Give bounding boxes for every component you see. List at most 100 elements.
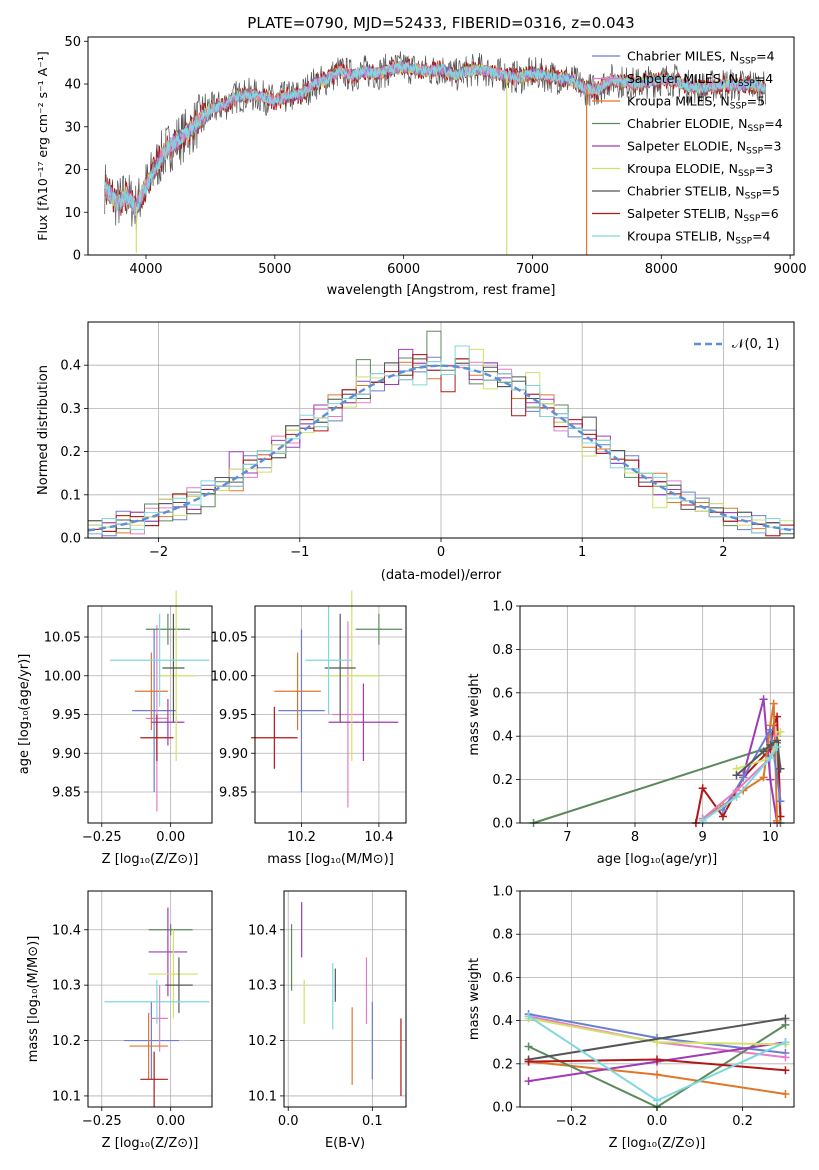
y-tick-label: 50 xyxy=(64,35,81,50)
y-tick-label: 10.3 xyxy=(248,979,277,994)
x-tick-label: 8 xyxy=(631,830,639,845)
legend-label: Kroupa STELIB, NSSP=4 xyxy=(627,229,771,247)
weight-marker-salpeter_stelib xyxy=(781,1066,790,1075)
y-tick-label: 0.4 xyxy=(492,1014,513,1029)
y-tick-label: 10.4 xyxy=(248,923,277,938)
x-tick-label: 2 xyxy=(719,545,727,560)
chart-title: PLATE=0790, MJD=52433, FIBERID=0316, z=0… xyxy=(247,14,634,32)
legend-label: Salpeter STELIB, NSSP=6 xyxy=(627,206,779,224)
y-tick-label: 10.00 xyxy=(44,669,81,684)
x-tick-label: 8000 xyxy=(645,262,678,277)
y-tick-label: 10.00 xyxy=(211,669,248,684)
y-tick-label: 0.8 xyxy=(492,643,513,658)
x-tick-label: 5000 xyxy=(258,262,291,277)
x-tick-label: 7000 xyxy=(516,262,549,277)
y-tick-label: 0 xyxy=(73,249,81,264)
y-tick-label: 10.4 xyxy=(52,923,81,938)
legend-label: Salpeter MILES, NSSP=4 xyxy=(627,71,773,89)
y-tick-label: 0.8 xyxy=(492,928,513,943)
legend-tail: =4 xyxy=(756,49,774,64)
legend-label: Chabrier MILES, NSSP=4 xyxy=(627,49,775,67)
legend-tail: =3 xyxy=(763,139,781,154)
y-tick-label: 9.90 xyxy=(219,747,248,762)
mass-weight-panel-7: −0.2 0.0 0.2 0.0 0.2 0.4 0.6 0.8 1.0 Z [log₁₀(Z/Z… xyxy=(467,885,795,1151)
spectrum-panel: PLATE=0790, MJD=52433, FIBERID=0316, z=0… xyxy=(35,14,807,298)
x-tick-label: 4000 xyxy=(129,262,162,277)
residual-panel: −2 −1 0 1 2 0.0 0.1 0.2 0.3 0.4 (data-model)/error… xyxy=(36,321,795,583)
weight-marker-kroupa_stelib xyxy=(781,1038,790,1047)
legend-text: Salpeter MILES, N xyxy=(627,71,738,86)
legend-text: Salpeter STELIB, N xyxy=(627,206,743,221)
errorbar-panel-5: −0.25 0.00 10.1 10.2 10.3 10.4 Z [log₁₀(Z/Z⊙)]… xyxy=(26,890,213,1151)
legend-text: Chabrier MILES, N xyxy=(627,49,739,64)
weight-marker-salpeter_miles xyxy=(781,1053,790,1062)
y-tick-label: 0.1 xyxy=(60,488,81,503)
weight-marker-salpeter_elodie xyxy=(524,1077,533,1086)
legend-text: Kroupa MILES, N xyxy=(627,94,730,109)
y-tick-label: 0.4 xyxy=(492,730,513,745)
x-tick-label: 7 xyxy=(563,830,571,845)
y-tick-label: 9.95 xyxy=(219,708,248,723)
legend-text: Salpeter ELODIE, N xyxy=(627,139,746,154)
weight-marker-kroupa_miles xyxy=(781,1090,790,1099)
weight-line-chabrier_stelib xyxy=(528,1017,786,1061)
y-tick-label: 10.1 xyxy=(52,1089,81,1104)
x-tick-label: 0.0 xyxy=(278,1114,299,1129)
x-axis-label: Z [log₁₀(Z/Z⊙)] xyxy=(102,1136,199,1151)
legend-text: Kroupa STELIB, N xyxy=(627,229,735,244)
legend-label: Chabrier STELIB, NSSP=5 xyxy=(627,184,780,202)
axes-5-frame xyxy=(87,890,213,1108)
x-tick-label: −0.25 xyxy=(82,1114,122,1129)
weight-marker-chabrier_stelib xyxy=(732,771,741,780)
x-axis-label: Z [log₁₀(Z/Z⊙)] xyxy=(609,1136,706,1151)
x-tick-label: −0.25 xyxy=(82,830,122,845)
y-tick-label: 10 xyxy=(64,206,81,221)
legend-sub: SSP xyxy=(746,147,763,157)
weight-marker-kroupa_stelib xyxy=(653,1096,661,1105)
x-tick-label: 9000 xyxy=(774,262,807,277)
x-tick-label: 6000 xyxy=(387,262,420,277)
y-tick-label: 0.4 xyxy=(60,359,81,374)
axes-6-frame xyxy=(283,890,407,1108)
legend-text: Chabrier ELODIE, N xyxy=(627,116,747,131)
legend-tail: =5 xyxy=(762,184,780,199)
weight-marker-kroupa_stelib xyxy=(766,753,775,762)
weight-marker-chabrier_stelib xyxy=(781,1014,790,1023)
weight-marker-kroupa_miles xyxy=(769,699,778,708)
x-tick-label: 0.0 xyxy=(647,1114,668,1129)
y-tick-label: 9.85 xyxy=(219,786,248,801)
legend-sub: SSP xyxy=(735,237,752,247)
mass-weight-panel-4: 7 8 9 10 0.0 0.2 0.4 0.6 0.8 1.0 age [log₁₀(age/yr… xyxy=(467,600,795,867)
y-tick-label: 10.2 xyxy=(248,1034,277,1049)
legend-tail: =4 xyxy=(752,229,770,244)
y-axis-label: Normed distribution xyxy=(36,365,51,495)
y-tick-label: 0.2 xyxy=(60,445,81,460)
y-tick-label: 0.0 xyxy=(60,532,81,547)
x-tick-label: 0 xyxy=(437,545,445,560)
x-tick-label: 10.2 xyxy=(287,830,316,845)
weight-marker-kroupa_stelib xyxy=(773,743,782,752)
y-tick-label: 10.2 xyxy=(52,1034,81,1049)
y-tick-label: 0.2 xyxy=(492,1057,513,1072)
x-tick-label: 10 xyxy=(762,830,779,845)
x-axis-label: (data-model)/error xyxy=(381,568,502,583)
x-axis-label: mass [log₁₀(M/M⊙)] xyxy=(267,852,394,867)
x-axis-label: age [log₁₀(age/yr)] xyxy=(597,852,718,867)
spectrum-axes-frame xyxy=(87,36,795,256)
x-axis-label: E(B-V) xyxy=(325,1136,365,1151)
legend-label: Kroupa ELODIE, NSSP=3 xyxy=(627,161,773,179)
legend-label: Kroupa MILES, NSSP=5 xyxy=(627,94,765,112)
legend-text: Chabrier STELIB, N xyxy=(627,184,745,199)
x-axis-label: Z [log₁₀(Z/Z⊙)] xyxy=(102,852,199,867)
legend-text: Kroupa ELODIE, N xyxy=(627,161,738,176)
y-tick-label: 1.0 xyxy=(492,885,513,900)
y-tick-label: 9.95 xyxy=(52,708,81,723)
y-tick-label: 1.0 xyxy=(492,600,513,615)
errorbar-panel-2: −0.25 0.00 9.85 9.90 9.95 10.00 10.05 Z [log₁₀(… xyxy=(17,590,213,867)
y-tick-label: 40 xyxy=(64,78,81,93)
x-tick-label: 1 xyxy=(578,545,586,560)
weight-marker-kroupa_stelib xyxy=(524,1012,533,1021)
y-tick-label: 10.1 xyxy=(248,1089,277,1104)
weight-marker-salpeter_elodie xyxy=(766,775,775,784)
